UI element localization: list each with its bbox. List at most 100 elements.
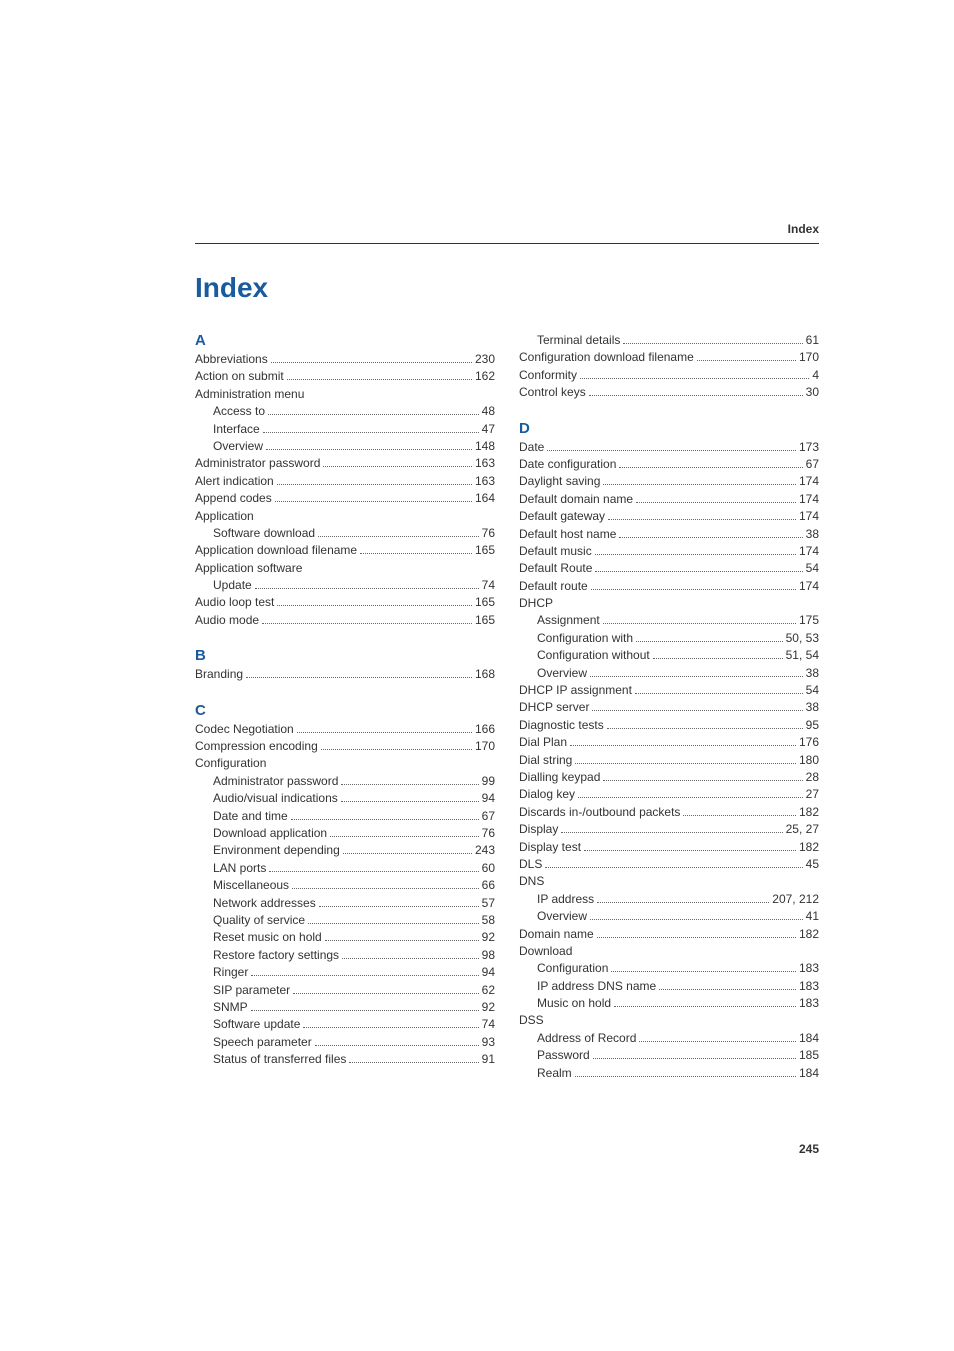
entry-page: 67	[482, 808, 495, 825]
entry-label: Music on hold	[537, 995, 611, 1012]
entry-page: 95	[806, 717, 819, 734]
entry-label: DNS	[519, 873, 544, 890]
index-entry: Interface47	[195, 421, 495, 438]
entry-page: 25, 27	[786, 821, 819, 838]
index-entry: Address of Record 184	[519, 1030, 819, 1047]
index-entry: Application software	[195, 560, 495, 577]
entry-label: Restore factory settings	[213, 947, 339, 964]
entry-label: Dial string	[519, 752, 572, 769]
page-container: Index Index AAbbreviations230Action on s…	[0, 0, 954, 1196]
entry-page: 163	[475, 473, 495, 490]
entry-label: Overview	[213, 438, 263, 455]
entry-page: 162	[475, 368, 495, 385]
leader-dots	[636, 502, 796, 503]
leader-dots	[342, 958, 479, 959]
entry-label: IP address DNS name	[537, 978, 656, 995]
index-entry: Branding168	[195, 666, 495, 683]
entry-label: Date	[519, 439, 544, 456]
entry-label: Address of Record	[537, 1030, 636, 1047]
index-entry: Administration menu	[195, 386, 495, 403]
entry-label: Configuration	[195, 755, 266, 772]
leader-dots	[590, 676, 803, 677]
entry-page: 174	[799, 578, 819, 595]
entry-label: Audio loop test	[195, 594, 274, 611]
entry-page: 174	[799, 491, 819, 508]
leader-dots	[271, 362, 472, 363]
entry-label: Default music	[519, 543, 592, 560]
leader-dots	[321, 749, 472, 750]
entry-label: Update	[213, 577, 252, 594]
leader-dots	[608, 519, 796, 520]
page-title: Index	[195, 272, 819, 304]
entry-page: 185	[799, 1047, 819, 1064]
leader-dots	[547, 450, 796, 451]
entry-label: Assignment	[537, 612, 600, 629]
entry-label: Default host name	[519, 526, 616, 543]
entry-page: 184	[799, 1030, 819, 1047]
entry-label: Action on submit	[195, 368, 284, 385]
index-entry: SIP parameter62	[195, 982, 495, 999]
index-entry: Overview148	[195, 438, 495, 455]
index-entry: Audio/visual indications 94	[195, 790, 495, 807]
leader-dots	[635, 693, 803, 694]
entry-label: Dialling keypad	[519, 769, 600, 786]
entry-label: Audio/visual indications	[213, 790, 338, 807]
leader-dots	[349, 1062, 478, 1063]
leader-dots	[287, 379, 472, 380]
leader-dots	[593, 1058, 796, 1059]
index-entry: Software download76	[195, 525, 495, 542]
entry-label: DHCP IP assignment	[519, 682, 632, 699]
leader-dots	[619, 537, 802, 538]
entry-page: 45	[806, 856, 819, 873]
leader-dots	[591, 589, 796, 590]
index-entry: Quality of service58	[195, 912, 495, 929]
entry-page: 183	[799, 995, 819, 1012]
entry-label: Dialog key	[519, 786, 575, 803]
entry-label: Configuration with	[537, 630, 633, 647]
leader-dots	[325, 940, 479, 941]
index-entry: DSS	[519, 1012, 819, 1029]
index-columns: AAbbreviations230Action on submit162Admi…	[195, 332, 819, 1082]
leader-dots	[595, 571, 802, 572]
entry-page: 67	[806, 456, 819, 473]
entry-page: 182	[799, 804, 819, 821]
leader-dots	[268, 414, 479, 415]
entry-label: Application software	[195, 560, 302, 577]
index-entry: Miscellaneous66	[195, 877, 495, 894]
entry-label: Terminal details	[537, 332, 620, 349]
index-entry: Administrator password163	[195, 455, 495, 472]
entry-label: Environment depending	[213, 842, 340, 859]
right-column: Terminal details61Configuration download…	[519, 332, 819, 1082]
entry-page: 76	[482, 525, 495, 542]
index-entry: Configuration download filename170	[519, 349, 819, 366]
entry-page: 99	[482, 773, 495, 790]
entry-label: Realm	[537, 1065, 572, 1082]
leader-dots	[308, 923, 479, 924]
leader-dots	[293, 993, 478, 994]
leader-dots	[297, 732, 472, 733]
index-entry: Assignment175	[519, 612, 819, 629]
entry-label: Branding	[195, 666, 243, 683]
leader-dots	[619, 467, 802, 468]
leader-dots	[697, 360, 796, 361]
index-entry: Conformity4	[519, 367, 819, 384]
entry-page: 4	[812, 367, 819, 384]
index-entry: Environment depending243	[195, 842, 495, 859]
index-entry: Default gateway174	[519, 508, 819, 525]
index-entry: DHCP IP assignment54	[519, 682, 819, 699]
leader-dots	[262, 623, 472, 624]
index-entry: DHCP	[519, 595, 819, 612]
entry-page: 57	[482, 895, 495, 912]
leader-dots	[277, 605, 472, 606]
entry-page: 182	[799, 926, 819, 943]
index-entry: Date173	[519, 439, 819, 456]
entry-page: 94	[482, 790, 495, 807]
entry-label: Default domain name	[519, 491, 633, 508]
entry-label: Access to	[213, 403, 265, 420]
leader-dots	[303, 1027, 478, 1028]
index-entry: Application	[195, 508, 495, 525]
entry-page: 38	[806, 526, 819, 543]
index-entry: Alert indication163	[195, 473, 495, 490]
index-entry: Default host name 38	[519, 526, 819, 543]
entry-page: 184	[799, 1065, 819, 1082]
